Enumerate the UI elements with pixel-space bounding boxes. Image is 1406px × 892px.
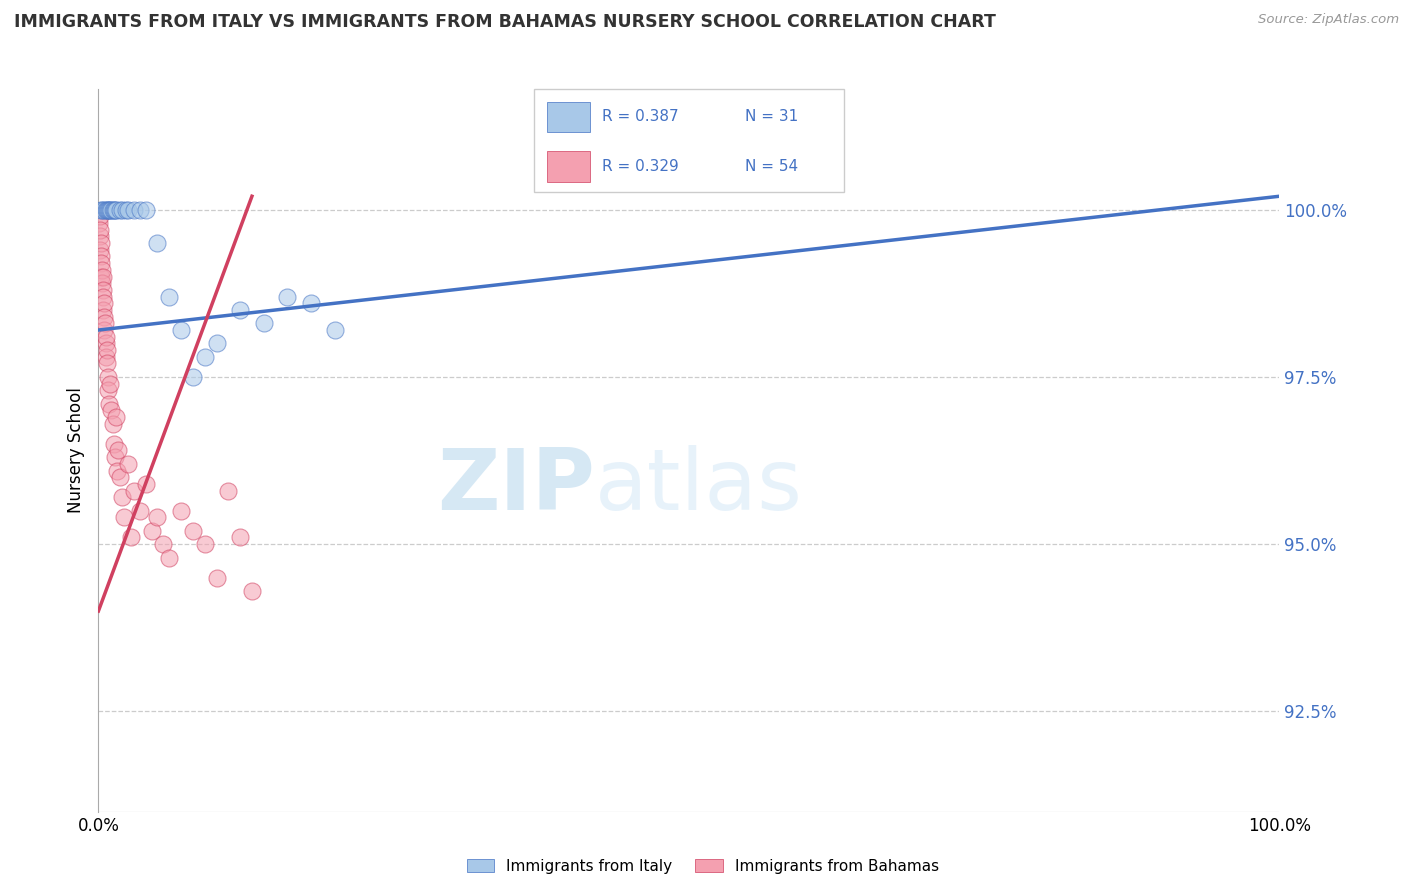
Point (141, 524, 163, 538)
Point (94, 350, 117, 364)
Legend: Immigrants from Italy, Immigrants from Bahamas: Immigrants from Italy, Immigrants from B… (461, 853, 945, 880)
Point (94, 336, 117, 351)
Point (91, 202, 114, 217)
Point (90, 249, 112, 263)
Point (117, 457, 139, 471)
Point (98, 376, 121, 391)
Point (93, 296, 115, 310)
Point (181, 369, 204, 384)
Point (90, 269, 112, 284)
Point (105, 409, 128, 424)
Point (100, 202, 122, 217)
Point (93, 310, 115, 324)
Point (96, 202, 118, 217)
Point (94, 317, 117, 331)
Point (90, 256, 112, 270)
Y-axis label: Nursery School: Nursery School (66, 387, 84, 514)
Point (93, 202, 115, 217)
Point (122, 202, 145, 217)
Point (181, 524, 204, 538)
Point (323, 323, 346, 337)
Point (205, 570, 228, 584)
Point (276, 289, 298, 303)
Point (170, 323, 193, 337)
Point (105, 463, 128, 477)
Point (90, 235, 112, 250)
Point (98, 202, 121, 217)
Point (157, 550, 180, 565)
Text: IMMIGRANTS FROM ITALY VS IMMIGRANTS FROM BAHAMAS NURSERY SCHOOL CORRELATION CHAR: IMMIGRANTS FROM ITALY VS IMMIGRANTS FROM… (14, 13, 995, 31)
Point (146, 235, 169, 250)
Point (91, 262, 114, 277)
Point (96, 343, 118, 357)
Point (91, 302, 114, 317)
Point (100, 403, 122, 417)
Point (128, 503, 150, 517)
Point (89, 229, 111, 244)
Point (170, 503, 193, 517)
Point (101, 417, 124, 431)
Text: ZIP: ZIP (437, 445, 595, 528)
Point (97, 369, 120, 384)
Point (111, 202, 134, 217)
Point (87, 216, 110, 230)
Point (107, 443, 129, 458)
Point (93, 323, 115, 337)
Point (103, 202, 125, 217)
Point (240, 583, 263, 598)
Point (135, 476, 157, 491)
Point (128, 202, 150, 217)
Point (229, 531, 252, 545)
Point (94, 202, 117, 217)
Point (108, 470, 131, 484)
Point (89, 222, 111, 236)
Point (229, 302, 252, 317)
Text: N = 31: N = 31 (745, 110, 797, 124)
Text: N = 54: N = 54 (745, 159, 797, 174)
Bar (547, 102, 591, 132)
Point (89, 209, 111, 223)
Point (217, 483, 239, 498)
Point (112, 510, 135, 524)
Point (91, 283, 114, 297)
Bar (547, 151, 591, 181)
Point (194, 350, 217, 364)
Point (94, 330, 117, 344)
Point (135, 202, 157, 217)
Text: Source: ZipAtlas.com: Source: ZipAtlas.com (1258, 13, 1399, 27)
Text: R = 0.329: R = 0.329 (602, 159, 679, 174)
Point (146, 510, 169, 524)
Point (91, 276, 114, 290)
Point (121, 531, 143, 545)
Point (98, 397, 121, 411)
Point (108, 202, 131, 217)
Point (152, 537, 174, 551)
Point (299, 296, 322, 310)
Point (117, 202, 139, 217)
Point (111, 490, 134, 504)
Point (97, 202, 120, 217)
Point (98, 202, 121, 217)
Point (114, 202, 136, 217)
Point (96, 356, 118, 370)
Text: R = 0.387: R = 0.387 (602, 110, 679, 124)
Point (104, 202, 127, 217)
Point (104, 450, 127, 464)
Point (90, 202, 112, 217)
Point (91, 289, 114, 303)
Point (253, 317, 276, 331)
Point (194, 537, 217, 551)
Point (157, 289, 180, 303)
Point (89, 243, 111, 257)
Point (103, 436, 125, 450)
Point (97, 384, 120, 398)
Point (105, 202, 128, 217)
Point (91, 269, 114, 284)
Text: atlas: atlas (595, 445, 803, 528)
Point (101, 202, 124, 217)
Point (122, 483, 145, 498)
Point (205, 336, 228, 351)
